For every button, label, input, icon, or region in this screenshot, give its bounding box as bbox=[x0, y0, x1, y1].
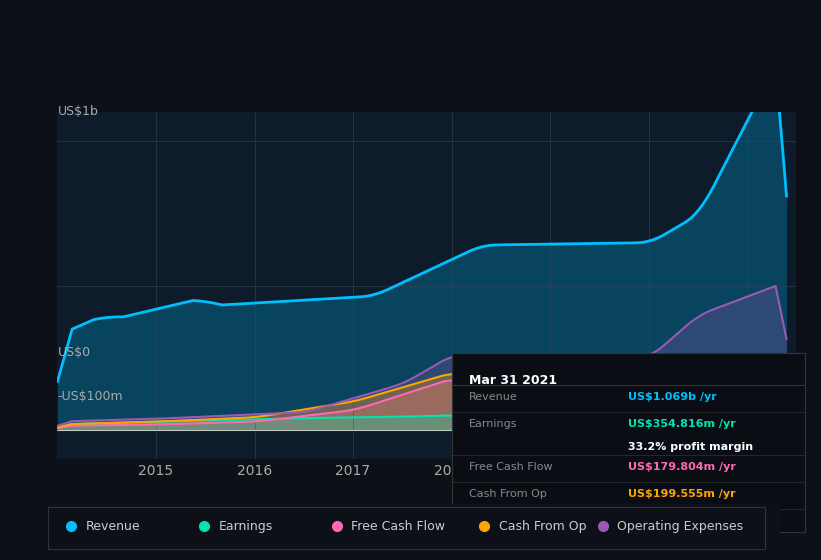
Text: US$464.859m /yr: US$464.859m /yr bbox=[628, 516, 736, 526]
Text: Free Cash Flow: Free Cash Flow bbox=[470, 462, 553, 472]
Text: Earnings: Earnings bbox=[470, 419, 518, 429]
Text: Cash From Op: Cash From Op bbox=[470, 489, 547, 499]
Bar bbox=[48, 507, 765, 549]
Text: Earnings: Earnings bbox=[218, 520, 273, 533]
Text: 33.2% profit margin: 33.2% profit margin bbox=[628, 442, 753, 452]
Text: Free Cash Flow: Free Cash Flow bbox=[351, 520, 445, 533]
Text: Operating Expenses: Operating Expenses bbox=[470, 516, 581, 526]
Text: US$0: US$0 bbox=[57, 346, 90, 358]
Text: Cash From Op: Cash From Op bbox=[499, 520, 587, 533]
Text: US$1.069b /yr: US$1.069b /yr bbox=[628, 392, 717, 402]
Text: US$354.816m /yr: US$354.816m /yr bbox=[628, 419, 736, 429]
Text: US$199.555m /yr: US$199.555m /yr bbox=[628, 489, 736, 499]
Text: Operating Expenses: Operating Expenses bbox=[617, 520, 744, 533]
Text: Revenue: Revenue bbox=[85, 520, 140, 533]
Text: US$1b: US$1b bbox=[57, 105, 99, 118]
Text: Revenue: Revenue bbox=[470, 392, 518, 402]
Text: US$179.804m /yr: US$179.804m /yr bbox=[628, 462, 736, 472]
Text: -US$100m: -US$100m bbox=[57, 390, 123, 403]
Text: Mar 31 2021: Mar 31 2021 bbox=[470, 374, 557, 388]
